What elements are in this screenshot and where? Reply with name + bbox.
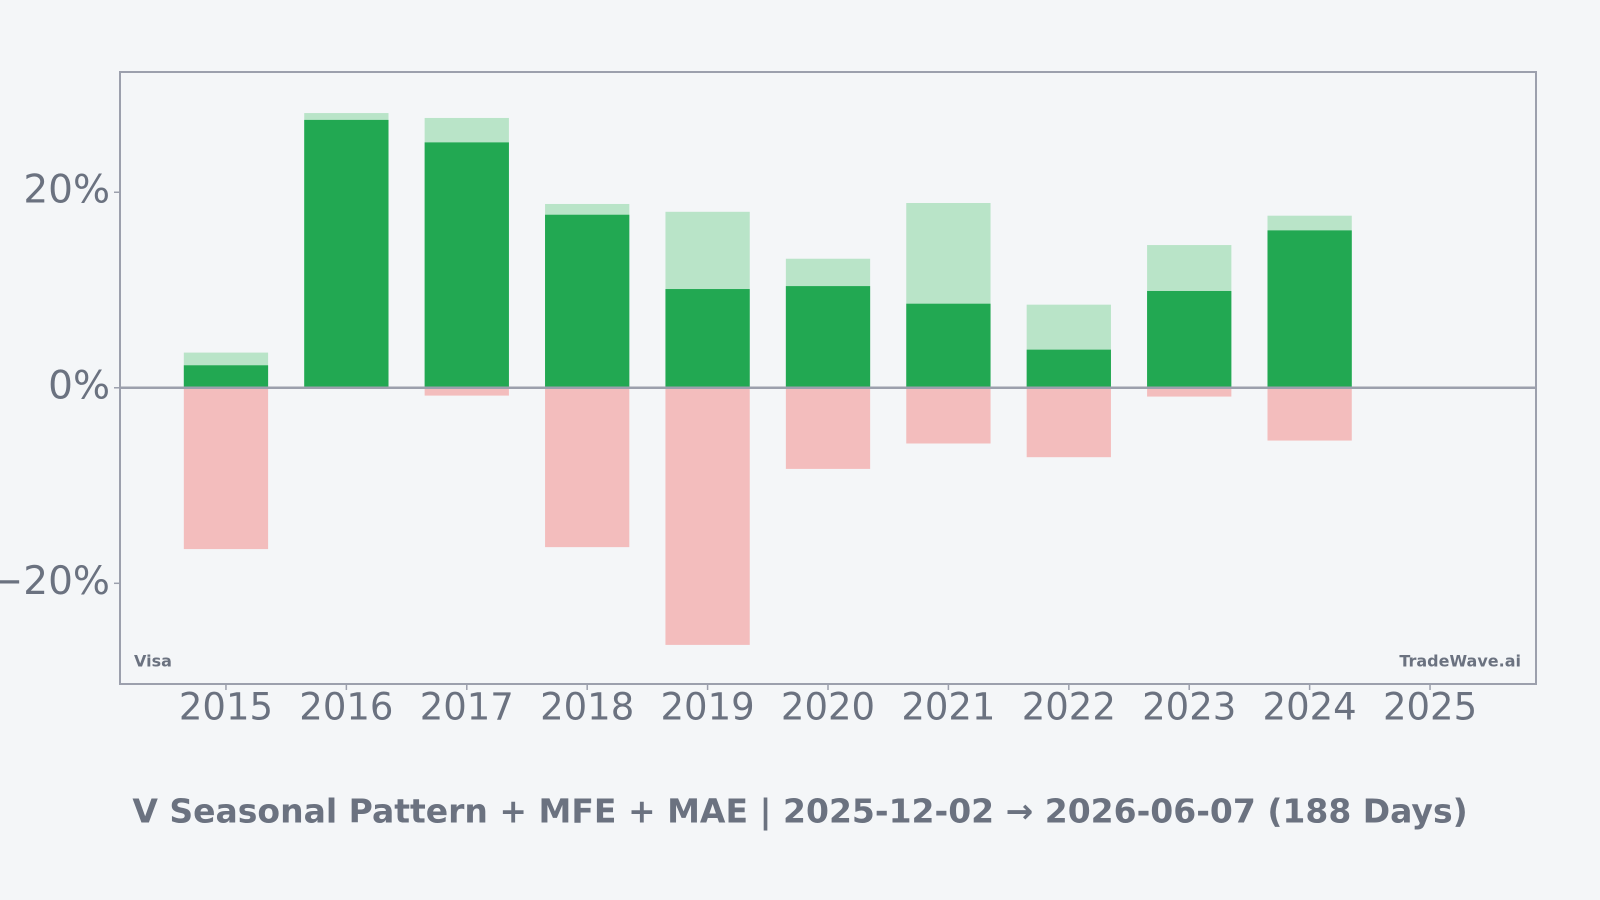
- bar: [1147, 290, 1232, 388]
- bar: [183, 387, 269, 550]
- bar: [1147, 387, 1232, 397]
- y-tick-label: −20%: [0, 559, 110, 604]
- x-tick-label: 2020: [781, 686, 875, 729]
- bar: [424, 387, 509, 396]
- x-tick-label: 2017: [420, 686, 514, 729]
- y-tick-label: 20%: [23, 168, 110, 213]
- bar: [665, 289, 750, 388]
- x-tick-label: 2025: [1383, 686, 1477, 729]
- bar: [424, 142, 509, 388]
- bar: [304, 119, 389, 388]
- x-tick-label: 2019: [661, 686, 755, 729]
- bar: [785, 387, 871, 469]
- x-tick-label: 2021: [901, 686, 995, 729]
- watermark-left: Visa: [134, 652, 172, 671]
- watermark-right: TradeWave.ai: [1399, 652, 1521, 671]
- bar: [665, 387, 750, 645]
- x-tick-label: 2018: [540, 686, 634, 729]
- bar: [1026, 349, 1111, 388]
- bar: [785, 286, 871, 388]
- bar: [1026, 387, 1111, 458]
- bar: [906, 387, 991, 444]
- x-tick-label: 2023: [1142, 686, 1236, 729]
- bar: [183, 365, 269, 388]
- x-tick-label: 2015: [179, 686, 273, 729]
- x-tick-label: 2024: [1263, 686, 1357, 729]
- bar: [1267, 230, 1352, 388]
- x-tick-label: 2022: [1022, 686, 1116, 729]
- y-tick-label: 0%: [48, 363, 110, 408]
- x-tick-label: 2016: [299, 686, 393, 729]
- bar: [545, 387, 630, 548]
- bar: [906, 303, 991, 388]
- bar: [1267, 387, 1352, 441]
- chart-title: V Seasonal Pattern + MFE + MAE | 2025-12…: [132, 792, 1467, 831]
- bar: [545, 214, 630, 388]
